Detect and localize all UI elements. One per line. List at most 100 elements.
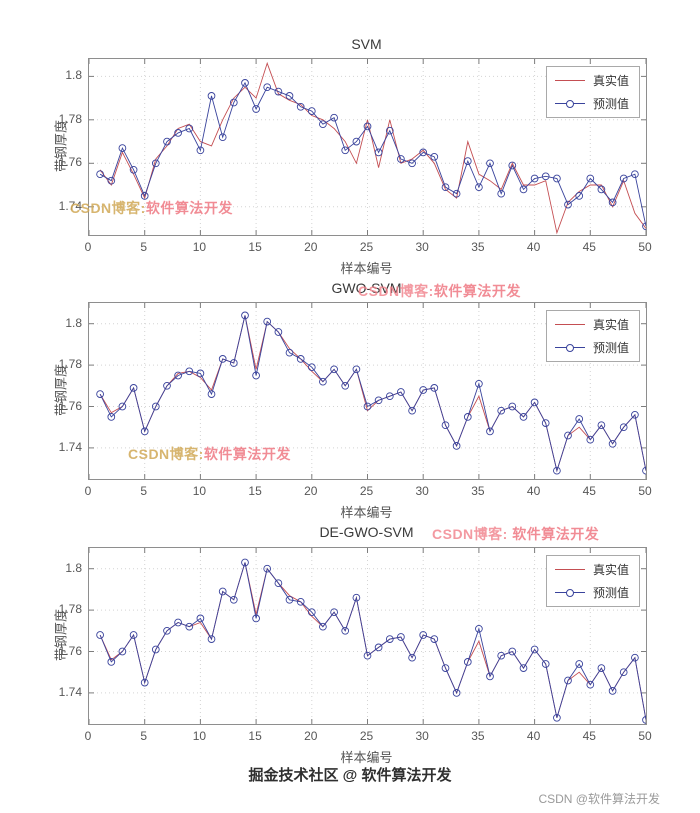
y-tick-label: 1.78 <box>58 602 82 617</box>
x-tick-label: 0 <box>84 729 92 743</box>
x-tick-label: 10 <box>192 240 207 254</box>
x-tick-label: 15 <box>248 240 262 254</box>
plot-area-gwo-svm: 真实值 预测值 <box>88 302 647 480</box>
y-axis-ticks-svm: 1.74 1.76 1.78 1.8 <box>0 58 82 234</box>
legend-de-gwo-svm: 真实值 预测值 <box>545 555 640 607</box>
x-axis-ticks-gwo-svm: 0 5 10 15 20 25 30 35 40 45 50 <box>84 484 652 498</box>
x-tick-label: 45 <box>582 240 596 254</box>
watermark-csdn-4: CSDN博客: 软件算法开发 <box>432 524 599 544</box>
y-tick-label: 1.74 <box>58 684 82 699</box>
legend-item-pred: 预测值 <box>554 339 629 356</box>
circle-marker-icon <box>565 344 574 352</box>
legend-label-pred: 预测值 <box>592 341 629 355</box>
y-tick-label: 1.8 <box>65 560 82 575</box>
watermark-csdn-1: CSDN博客:软件算法开发 <box>70 198 233 218</box>
x-tick-label: 45 <box>582 729 596 743</box>
chart-svg-svm <box>89 59 646 235</box>
x-tick-label: 10 <box>192 484 207 498</box>
watermark-csdn-2: CSDN博客:软件算法开发 <box>358 281 521 301</box>
x-tick-label: 50 <box>638 729 652 743</box>
x-tick-label: 5 <box>140 729 148 743</box>
x-tick-label: 30 <box>415 729 429 743</box>
x-tick-label: 25 <box>359 484 374 498</box>
y-tick-label: 1.76 <box>58 643 82 658</box>
chart-title-gwo-svm: GWO-SVM <box>331 280 402 296</box>
watermark-prefix: CSDN博客: <box>70 200 146 216</box>
x-tick-label: 50 <box>638 240 652 254</box>
x-tick-label: 35 <box>471 729 485 743</box>
x-tick-label: 0 <box>84 484 92 498</box>
pred-line-sample <box>554 589 585 597</box>
legend-item-true: 真实值 <box>554 561 629 578</box>
legend-item-true: 真实值 <box>554 316 629 333</box>
x-tick-label: 20 <box>304 484 318 498</box>
watermark-suffix: 软件算法开发 <box>512 526 600 542</box>
legend-label-true: 真实值 <box>592 74 629 88</box>
y-tick-label: 1.78 <box>58 357 82 372</box>
watermark-prefix: CSDN博客: <box>358 283 434 299</box>
y-tick-label: 1.74 <box>58 439 82 454</box>
true-line-sample <box>554 324 585 325</box>
legend-label-true: 真实值 <box>592 563 629 577</box>
legend-svm: 真实值 预测值 <box>545 66 640 118</box>
x-tick-label: 15 <box>248 729 262 743</box>
y-tick-label: 1.78 <box>58 111 82 126</box>
x-tick-label: 20 <box>304 729 318 743</box>
chart-title-svm: SVM <box>351 36 382 52</box>
chart-title-de-gwo-svm: DE-GWO-SVM <box>319 524 414 540</box>
y-tick-label: 1.8 <box>65 68 82 83</box>
x-tick-label: 30 <box>415 240 429 254</box>
legend-label-pred: 预测值 <box>592 97 629 111</box>
legend-gwo-svm: 真实值 预测值 <box>545 310 640 362</box>
y-tick-label: 1.76 <box>58 398 82 413</box>
chart-svg-de-gwo-svm <box>89 548 646 724</box>
x-axis-label-svm: 样本编号 <box>340 261 393 276</box>
footer-community-credit: 掘金技术社区 @ 软件算法开发 <box>248 767 452 784</box>
watermark-prefix: CSDN博客: <box>432 526 513 542</box>
legend-label-true: 真实值 <box>592 318 629 332</box>
watermark-csdn-3: CSDN博客:软件算法开发 <box>128 444 291 464</box>
x-axis-label-de-gwo-svm: 样本编号 <box>340 750 393 765</box>
x-tick-label: 15 <box>248 484 262 498</box>
plot-area-de-gwo-svm: 真实值 预测值 <box>88 547 647 725</box>
x-tick-label: 25 <box>359 240 374 254</box>
watermark-prefix: CSDN博客: <box>128 446 204 462</box>
y-tick-label: 1.8 <box>65 315 82 330</box>
y-tick-label: 1.74 <box>58 198 82 213</box>
y-axis-ticks-de-gwo-svm: 1.74 1.76 1.78 1.8 <box>0 547 82 723</box>
x-tick-label: 40 <box>526 729 541 743</box>
plot-area-svm: 真实值 预测值 <box>88 58 647 236</box>
watermark-suffix: 软件算法开发 <box>145 200 233 216</box>
x-tick-label: 5 <box>140 484 148 498</box>
circle-marker-icon <box>565 100 574 108</box>
x-axis-ticks-de-gwo-svm: 0 5 10 15 20 25 30 35 40 45 50 <box>84 729 652 743</box>
x-tick-label: 30 <box>415 484 429 498</box>
watermark-suffix: 软件算法开发 <box>203 446 291 462</box>
legend-item-pred: 预测值 <box>554 95 629 112</box>
legend-item-pred: 预测值 <box>554 584 629 601</box>
x-axis-label-gwo-svm: 样本编号 <box>340 505 393 520</box>
y-axis-ticks-gwo-svm: 1.74 1.76 1.78 1.8 <box>0 302 82 478</box>
x-tick-label: 50 <box>638 484 652 498</box>
x-tick-label: 10 <box>192 729 207 743</box>
x-tick-label: 35 <box>471 240 485 254</box>
x-tick-label: 5 <box>140 240 148 254</box>
x-tick-label: 40 <box>526 240 541 254</box>
pred-line-sample <box>554 344 585 352</box>
x-tick-label: 25 <box>359 729 374 743</box>
true-line-sample <box>554 80 585 81</box>
x-tick-label: 40 <box>526 484 541 498</box>
true-line-sample <box>554 569 585 570</box>
x-axis-ticks-svm: 0 5 10 15 20 25 30 35 40 45 50 <box>84 240 652 254</box>
y-tick-label: 1.76 <box>58 155 82 170</box>
legend-label-pred: 预测值 <box>592 586 629 600</box>
pred-line-sample <box>554 100 585 108</box>
footer-csdn-credit: CSDN @软件算法开发 <box>538 792 660 806</box>
x-tick-label: 35 <box>471 484 485 498</box>
x-tick-label: 0 <box>84 240 92 254</box>
x-tick-label: 45 <box>582 484 596 498</box>
legend-item-true: 真实值 <box>554 72 629 89</box>
x-tick-label: 20 <box>304 240 318 254</box>
watermark-suffix: 软件算法开发 <box>433 283 521 299</box>
